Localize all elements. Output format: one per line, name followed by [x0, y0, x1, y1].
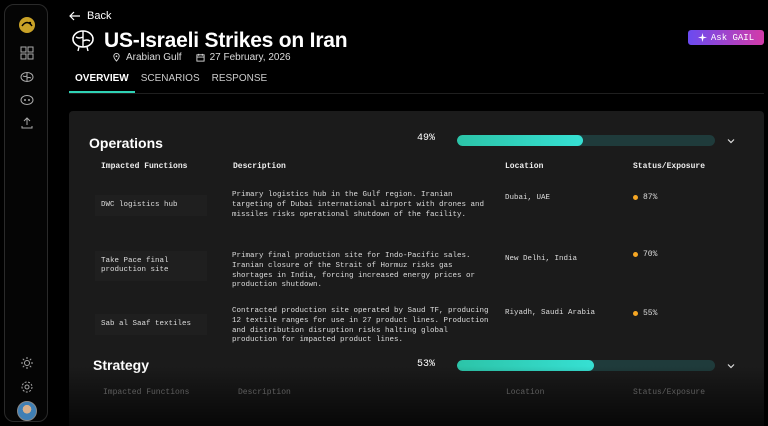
upload-icon[interactable]: [19, 115, 35, 131]
back-label: Back: [87, 10, 112, 22]
col-header-location: Location: [506, 388, 545, 397]
gear-icon[interactable]: [19, 379, 35, 395]
operations-percent: 49%: [417, 133, 436, 144]
strategy-percent: 53%: [417, 359, 436, 370]
table-row-location: New Delhi, India: [505, 255, 578, 263]
sparkle-icon: [697, 33, 707, 42]
event-date: 27 February, 2026: [209, 52, 291, 63]
ask-gail-button[interactable]: Ask GAIL: [688, 30, 764, 45]
col-header-functions: Impacted Functions: [101, 162, 188, 171]
sun-icon[interactable]: [19, 355, 35, 371]
table-row-function[interactable]: Sab al Saaf textiles: [95, 314, 207, 335]
table-row-function[interactable]: Take Pace final production site: [95, 251, 207, 281]
app-logo[interactable]: [17, 15, 37, 35]
brain-alt-icon[interactable]: [19, 92, 35, 108]
table-row-function[interactable]: DWC logistics hub: [95, 195, 207, 216]
status-value: 87%: [643, 193, 658, 202]
status-value: 70%: [643, 250, 658, 259]
col-header-functions: Impacted Functions: [103, 388, 190, 397]
page-header: US-Israeli Strikes on Iran: [70, 28, 348, 54]
ask-gail-label: Ask GAIL: [710, 32, 755, 43]
event-meta: Arabian Gulf 27 February, 2026: [112, 52, 291, 63]
tab-scenarios[interactable]: SCENARIOS: [140, 73, 200, 84]
table-row-description: Primary final production site for Indo-P…: [232, 252, 476, 290]
status-value: 55%: [643, 309, 658, 318]
operations-progress-bar: [457, 135, 715, 146]
back-button[interactable]: Back: [69, 10, 111, 22]
brain-icon[interactable]: [19, 69, 35, 85]
arrow-left-icon: [69, 11, 80, 21]
page-title: US-Israeli Strikes on Iran: [104, 29, 348, 52]
table-row-description: Contracted production site operated by S…: [232, 307, 489, 345]
tab-bar: OVERVIEW SCENARIOS RESPONSE: [69, 73, 273, 93]
col-header-description: Description: [238, 388, 291, 397]
status-dot: [633, 311, 638, 316]
table-row-location: Riyadh, Saudi Arabia: [505, 309, 596, 317]
tab-divider: [69, 93, 764, 94]
table-row-description: Primary logistics hub in the Gulf region…: [232, 191, 485, 219]
chevron-down-icon[interactable]: [726, 361, 736, 371]
sidebar: [4, 4, 48, 422]
event-location: Arabian Gulf: [126, 52, 182, 63]
table-row-status: 55%: [633, 309, 657, 318]
tab-response[interactable]: RESPONSE: [211, 73, 268, 84]
operations-progress-fill: [457, 135, 584, 146]
section-title-strategy: Strategy: [93, 357, 150, 373]
avatar[interactable]: [17, 401, 37, 421]
overview-panel: Operations 49% Impacted Functions Descri…: [69, 111, 764, 426]
col-header-status: Status/Exposure: [633, 162, 706, 171]
table-row-location: Dubai, UAE: [505, 194, 551, 202]
brain-icon: [72, 30, 94, 52]
table-row-status: 70%: [633, 250, 657, 259]
tab-overview[interactable]: OVERVIEW: [69, 73, 135, 93]
calendar-icon: [196, 53, 205, 62]
col-header-status: Status/Exposure: [633, 388, 706, 397]
location-pin-icon: [113, 53, 120, 62]
strategy-progress-bar: [457, 360, 715, 371]
chevron-down-icon[interactable]: [726, 136, 736, 146]
col-header-location: Location: [505, 162, 544, 171]
table-row-status: 87%: [633, 193, 657, 202]
col-header-description: Description: [233, 162, 286, 171]
section-title-operations: Operations: [89, 135, 163, 151]
status-dot: [633, 252, 638, 257]
strategy-progress-fill: [457, 360, 594, 371]
status-dot: [633, 195, 638, 200]
dashboard-icon[interactable]: [19, 45, 35, 61]
